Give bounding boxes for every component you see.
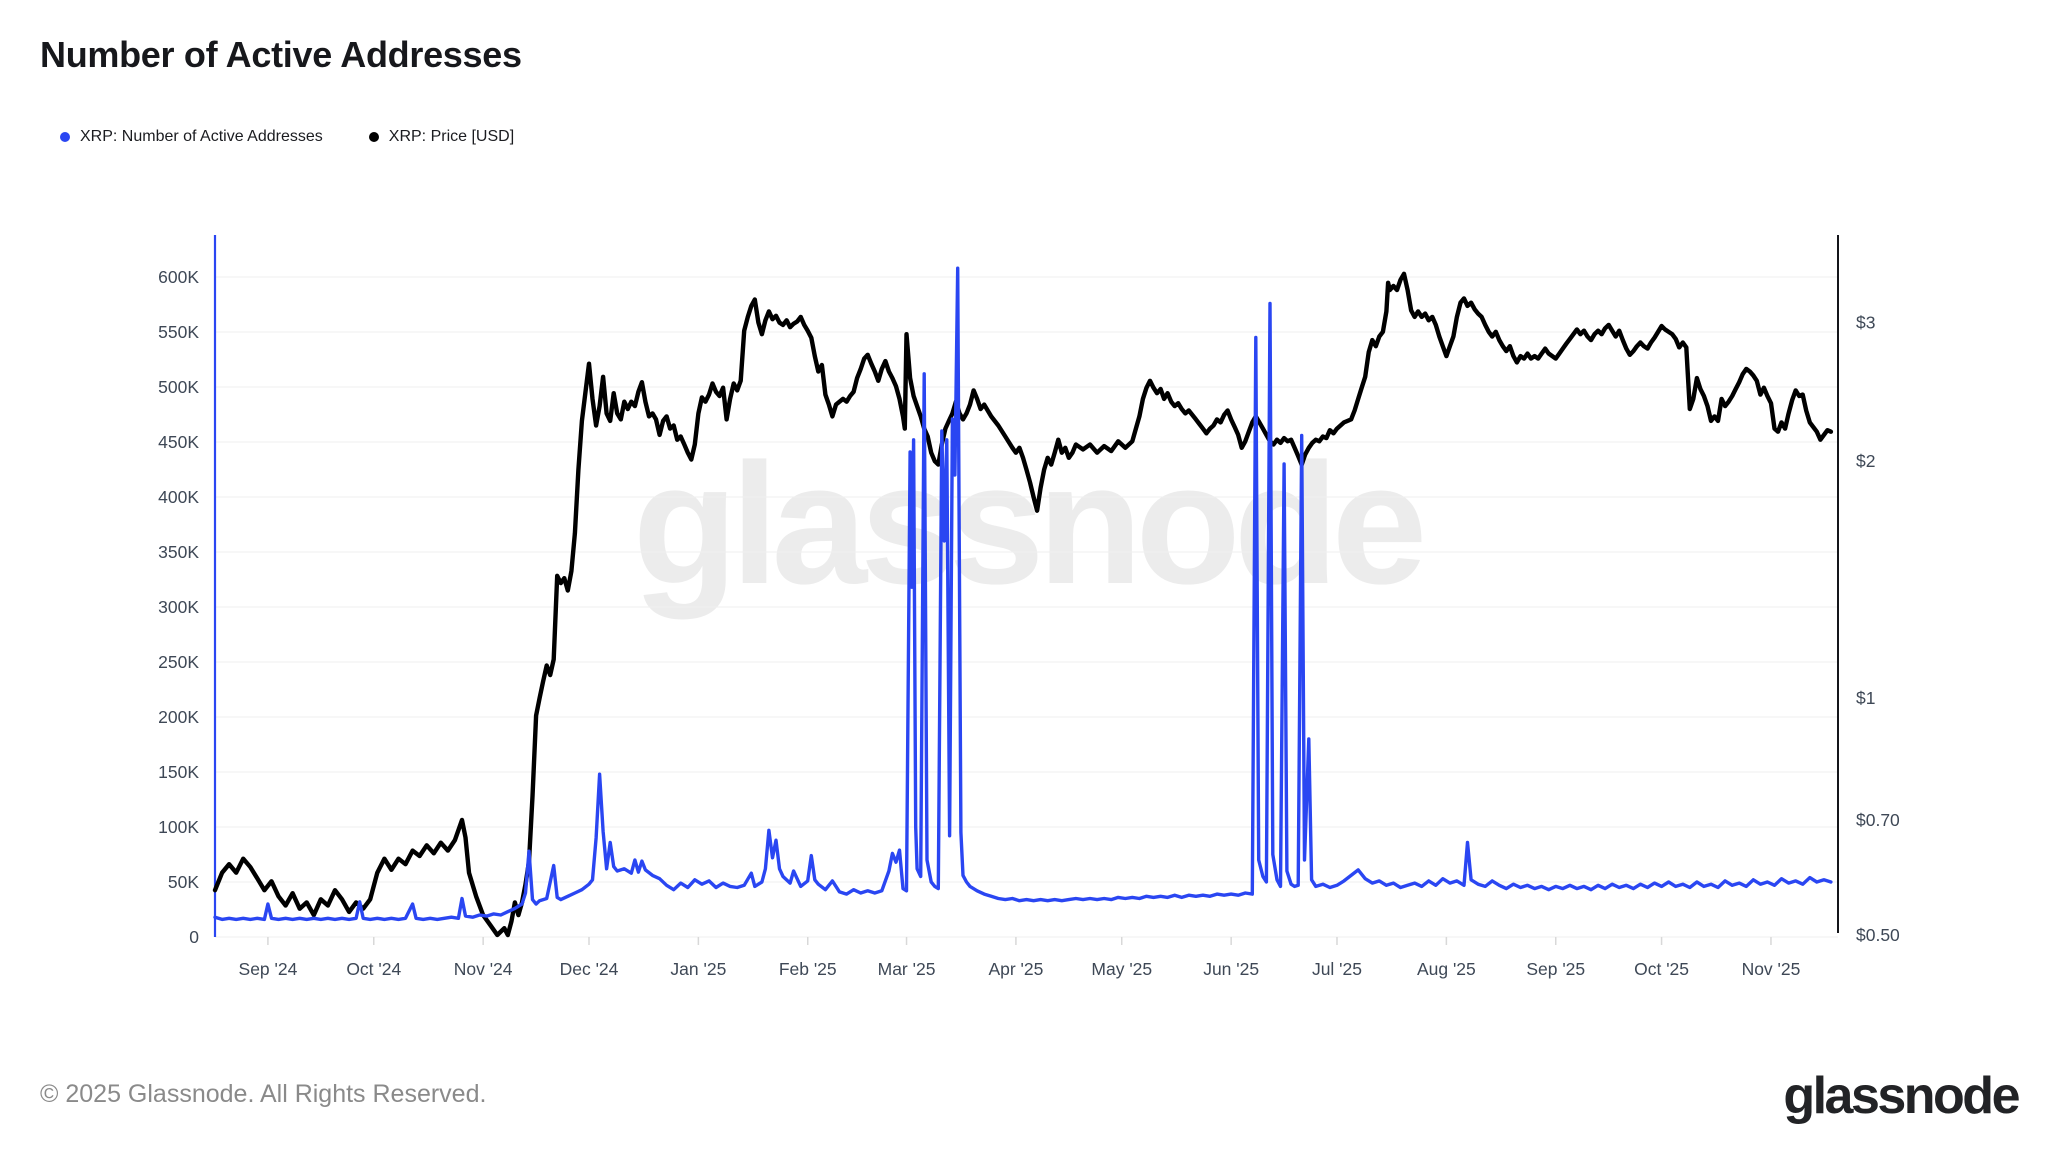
chart-canvas[interactable]: 0 50K 100K 150K 200K 250K 300K 350K 400K 450K 500K… (0, 0, 2048, 1030)
legend-dot-icon (60, 132, 70, 142)
svg-text:250K: 250K (158, 652, 199, 672)
svg-text:Oct '24: Oct '24 (346, 959, 401, 979)
svg-text:Jan '25: Jan '25 (670, 959, 726, 979)
svg-text:$3: $3 (1856, 313, 1875, 333)
svg-text:350K: 350K (158, 542, 199, 562)
svg-text:100K: 100K (158, 817, 199, 837)
svg-text:500K: 500K (158, 377, 199, 397)
svg-text:400K: 400K (158, 487, 199, 507)
legend-label: XRP: Price [USD] (388, 128, 515, 145)
svg-text:$1: $1 (1856, 688, 1875, 708)
legend-dot-icon (368, 132, 379, 142)
svg-text:Jun '25: Jun '25 (1203, 959, 1259, 979)
svg-text:0: 0 (189, 927, 199, 947)
glassnode-logo: glassnode (1783, 1067, 2020, 1125)
svg-text:May '25: May '25 (1091, 959, 1152, 979)
chart-legend: XRP: Number of Active Addresses XRP: Pri… (60, 128, 514, 146)
page-title: Number of Active Addresses (40, 34, 522, 75)
svg-text:Oct '25: Oct '25 (1634, 959, 1689, 979)
legend-item-price[interactable]: XRP: Price [USD] (368, 128, 515, 146)
svg-text:200K: 200K (158, 707, 199, 727)
svg-text:150K: 150K (158, 762, 199, 782)
svg-text:300K: 300K (158, 597, 199, 617)
svg-text:Mar '25: Mar '25 (878, 959, 936, 979)
svg-text:Sep '24: Sep '24 (239, 959, 298, 979)
svg-text:Nov '25: Nov '25 (1742, 959, 1801, 979)
svg-text:Sep '25: Sep '25 (1526, 959, 1585, 979)
svg-text:Jul '25: Jul '25 (1312, 959, 1362, 979)
svg-text:Feb '25: Feb '25 (779, 959, 837, 979)
legend-item-active-addresses[interactable]: XRP: Number of Active Addresses (60, 128, 323, 146)
legend-label: XRP: Number of Active Addresses (80, 128, 323, 145)
svg-text:50K: 50K (168, 872, 199, 892)
svg-text:Apr '25: Apr '25 (988, 959, 1043, 979)
svg-text:600K: 600K (158, 267, 199, 287)
svg-text:$2: $2 (1856, 451, 1875, 471)
svg-text:550K: 550K (158, 322, 199, 342)
svg-text:$0.50: $0.50 (1856, 925, 1900, 945)
svg-text:$0.70: $0.70 (1856, 810, 1900, 830)
svg-text:450K: 450K (158, 432, 199, 452)
copyright-text: © 2025 Glassnode. All Rights Reserved. (40, 1080, 487, 1108)
svg-text:Dec '24: Dec '24 (560, 959, 619, 979)
svg-text:Aug '25: Aug '25 (1417, 959, 1476, 979)
svg-text:Nov '24: Nov '24 (454, 959, 513, 979)
